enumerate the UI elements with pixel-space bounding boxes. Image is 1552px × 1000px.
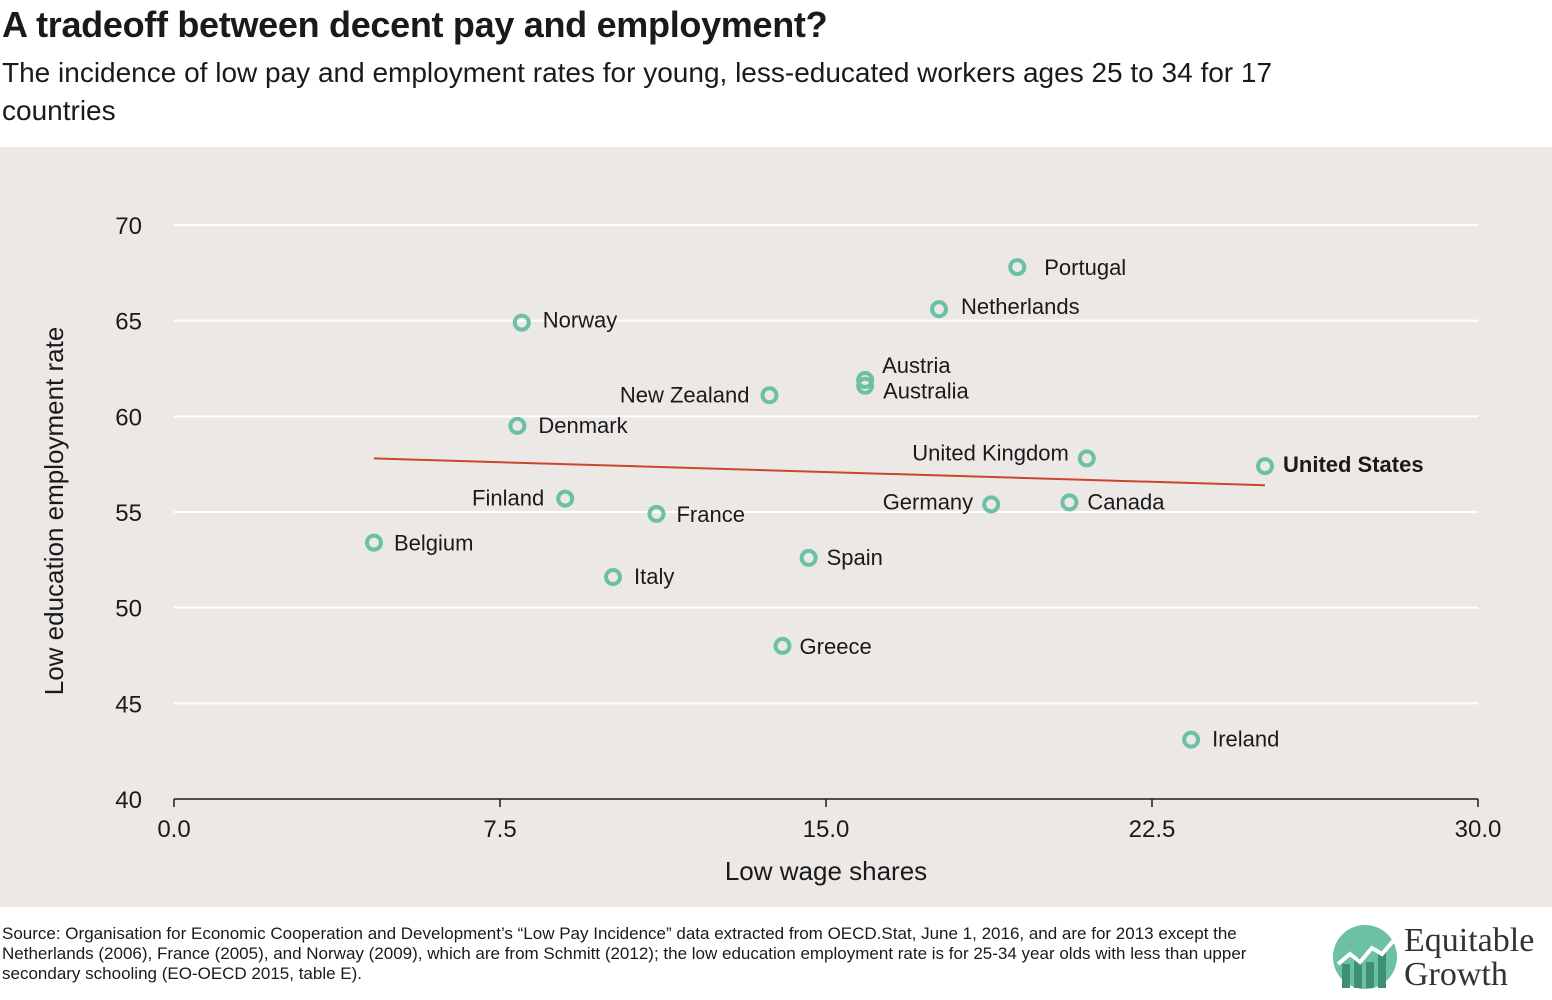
point-label: Portugal — [1044, 255, 1126, 280]
data-point — [1008, 258, 1027, 277]
trendline — [373, 457, 1266, 487]
x-tick-label: 22.5 — [1129, 816, 1176, 843]
gridlines — [174, 224, 1478, 705]
source-note: Source: Organisation for Economic Cooper… — [2, 924, 1247, 983]
point-label: Netherlands — [961, 294, 1080, 319]
point-label: Greece — [800, 634, 872, 659]
data-point — [760, 386, 779, 405]
chart-panel: 0.0 7.5 15.0 22.5 30.0 40 45 50 55 60 65 70 Portug… — [0, 147, 1552, 907]
y-tick-label: 65 — [115, 309, 142, 336]
data-point — [982, 495, 1001, 514]
data-point — [1077, 449, 1096, 468]
logo-word-2: Growth — [1404, 956, 1508, 993]
data-point — [856, 370, 875, 389]
x-axis-title: Low wage shares — [725, 856, 927, 886]
scatter-plot: 0.0 7.5 15.0 22.5 30.0 40 45 50 55 60 65 70 Portug… — [39, 213, 1502, 886]
point-label: Norway — [543, 308, 618, 333]
data-point — [1060, 493, 1079, 512]
x-tick-label: 0.0 — [157, 816, 190, 843]
data-point — [1182, 730, 1201, 749]
y-tick-label: 60 — [115, 404, 142, 431]
point-label: United Kingdom — [912, 440, 1069, 465]
data-point — [508, 416, 527, 435]
equitable-growth-logo: Equitable Growth — [1332, 922, 1550, 994]
trendline-layer — [373, 457, 1266, 487]
data-point — [856, 376, 875, 395]
point-label: Austria — [882, 353, 951, 378]
y-tick-label: 45 — [115, 691, 142, 718]
point-label: France — [676, 502, 744, 527]
point-label: Finland — [472, 486, 544, 511]
point-label: Canada — [1087, 489, 1165, 514]
point-label: Australia — [883, 379, 969, 404]
data-point — [364, 533, 383, 552]
point-label: Germany — [883, 489, 973, 514]
data-point — [1256, 457, 1275, 476]
data-point — [799, 548, 818, 567]
data-point — [512, 313, 531, 332]
y-axis: 40 45 50 55 60 65 70 — [115, 213, 142, 814]
point-label: Spain — [827, 545, 883, 570]
data-point — [930, 300, 949, 319]
y-tick-label: 40 — [115, 787, 142, 814]
x-axis: 0.0 7.5 15.0 22.5 30.0 — [157, 798, 1502, 843]
x-tick-label: 30.0 — [1455, 816, 1502, 843]
y-tick-label: 50 — [115, 596, 142, 623]
chart-subtitle: The incidence of low pay and employment … — [2, 57, 1273, 126]
data-point — [647, 504, 666, 523]
chart-title: A tradeoff between decent pay and employ… — [2, 4, 828, 45]
point-labels: Portugal Netherlands Norway AustriaAustrali… — [394, 255, 1424, 752]
y-tick-label: 55 — [115, 500, 142, 527]
data-points — [364, 258, 1275, 749]
logo-word-1: Equitable — [1404, 922, 1535, 959]
point-label: Italy — [634, 564, 674, 589]
data-point — [604, 568, 623, 587]
point-label: United States — [1283, 452, 1424, 477]
point-label: Denmark — [538, 413, 628, 438]
y-tick-label: 70 — [115, 213, 142, 240]
data-point — [773, 636, 792, 655]
logo-mark-icon — [1333, 925, 1397, 989]
point-label: Belgium — [394, 531, 473, 556]
data-point — [556, 489, 575, 508]
x-tick-label: 15.0 — [803, 816, 850, 843]
y-axis-title: Low education employment rate — [39, 327, 69, 696]
point-label: Ireland — [1212, 727, 1279, 752]
point-label: New Zealand — [620, 382, 750, 407]
x-tick-label: 7.5 — [483, 816, 516, 843]
